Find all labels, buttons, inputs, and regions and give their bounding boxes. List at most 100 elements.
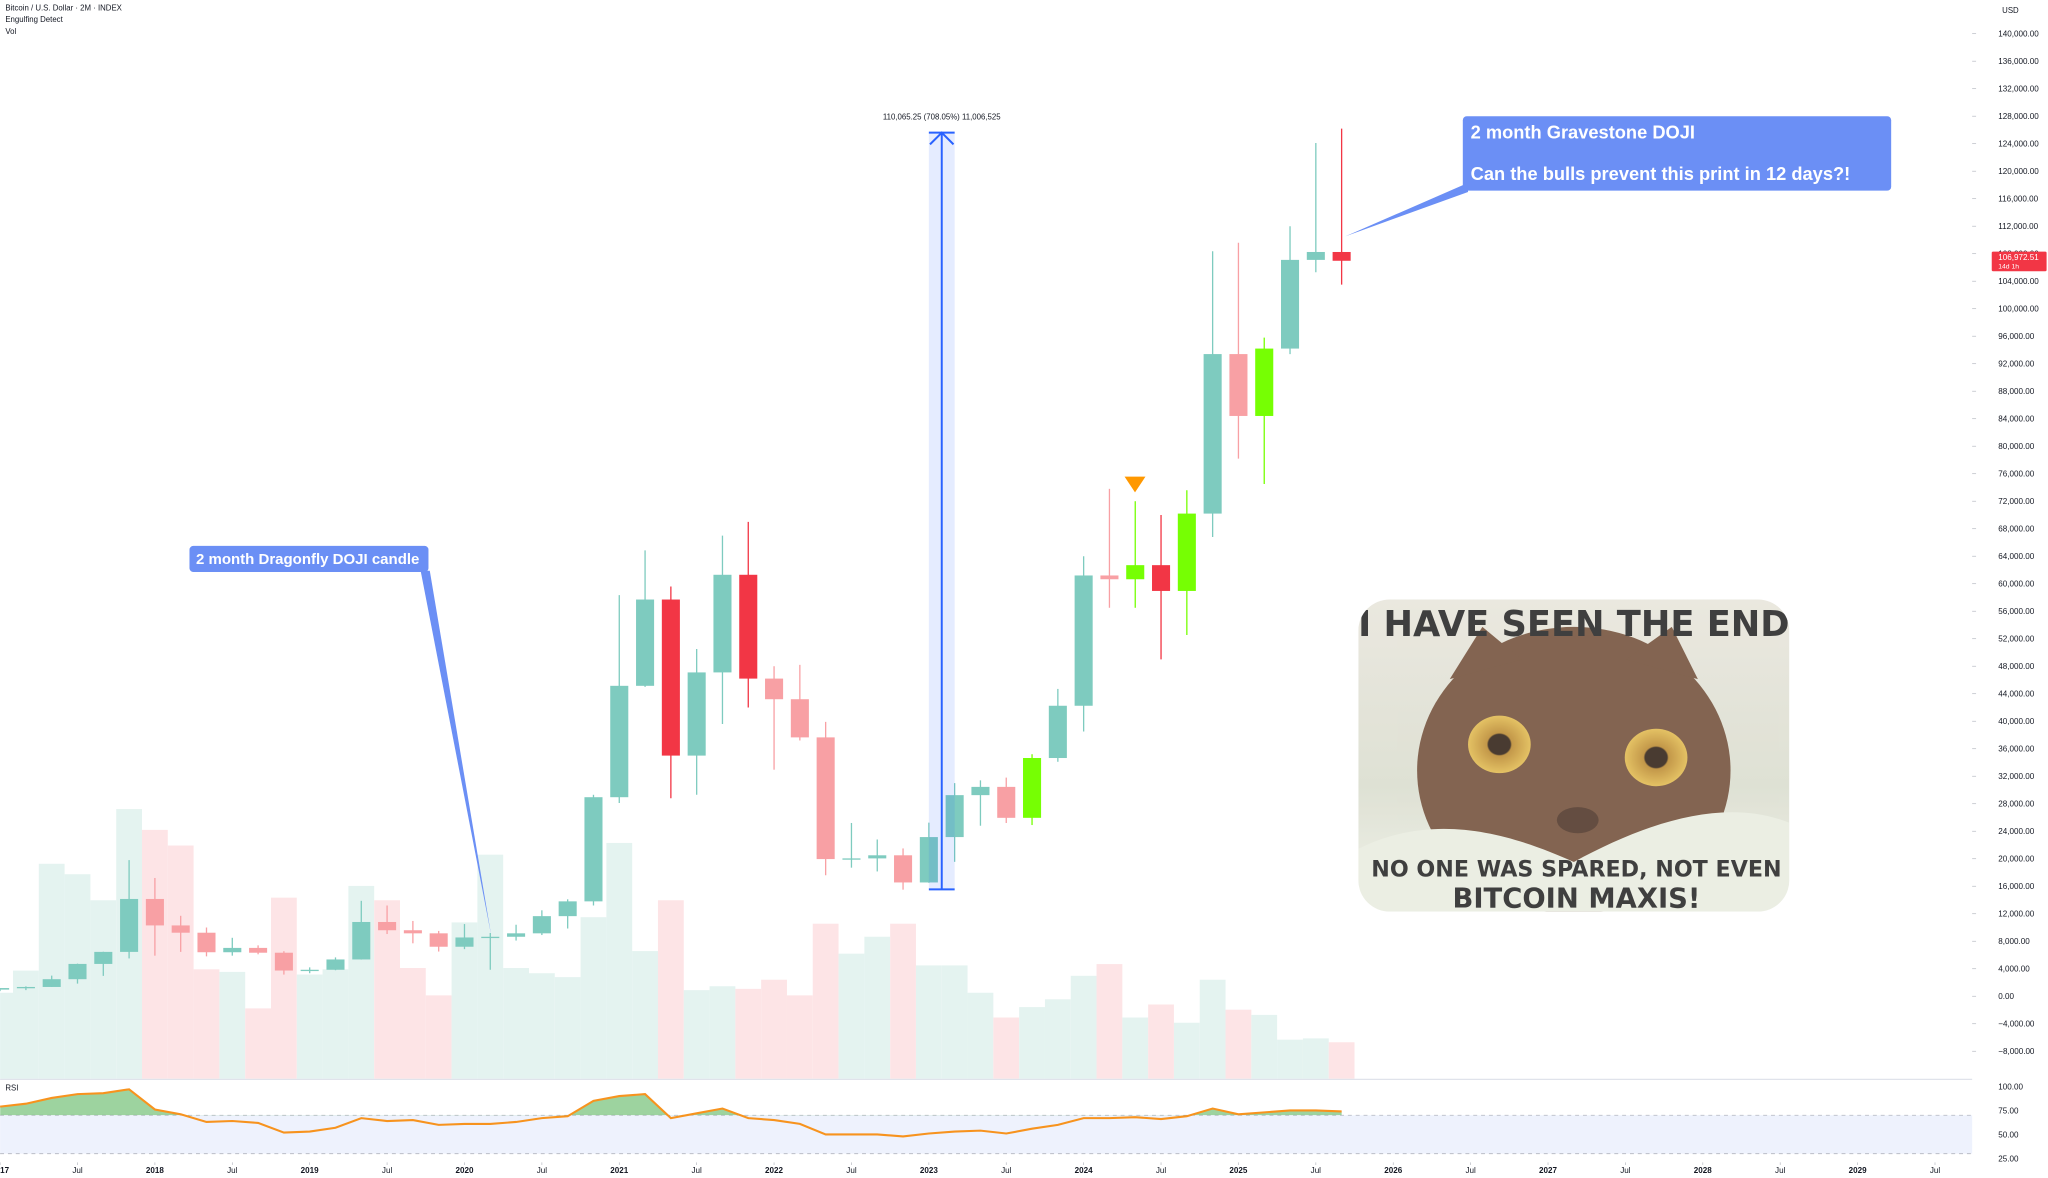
volume-bar	[425, 995, 452, 1079]
y-tick-label: 36,000.00	[1998, 745, 2034, 754]
x-tick-label: 2026	[1384, 1166, 1402, 1175]
candle-body	[1306, 251, 1325, 260]
y-tick-label: 4,000.00	[1998, 965, 2030, 974]
volume-bar	[709, 986, 736, 1079]
x-tick-label: Jul	[72, 1166, 83, 1175]
y-tick-label: 140,000.00	[1998, 30, 2039, 39]
y-tick-label: 44,000.00	[1998, 690, 2034, 699]
meme-caption: BITCOIN MAXIS!	[1452, 884, 1700, 915]
volume-bar	[1070, 975, 1097, 1079]
x-tick-label: 2018	[146, 1166, 164, 1175]
candle-body	[223, 947, 242, 953]
candle-body	[661, 599, 680, 756]
candle-body	[507, 933, 526, 937]
indicator-label: Vol	[5, 27, 16, 36]
volume-bar	[1044, 999, 1071, 1079]
last-price-label: 106,972.51	[1998, 253, 2039, 262]
y-tick-label: 124,000.00	[1998, 140, 2039, 149]
rsi-tick-label: 75.00	[1998, 1106, 2019, 1115]
cat-eye	[1468, 715, 1531, 774]
candle-body	[0, 988, 10, 990]
measure-arrowhead	[929, 131, 955, 146]
volume-bar	[0, 992, 14, 1079]
volume-bar	[193, 969, 220, 1079]
candle-body	[919, 837, 938, 883]
volume-bar	[890, 923, 916, 1079]
volume-bar	[606, 842, 633, 1079]
candle-body	[584, 797, 603, 902]
volume-bar	[270, 897, 297, 1079]
candle-body	[429, 933, 448, 947]
x-tick-label: Jul	[1311, 1166, 1322, 1175]
x-tick-label: Jul	[537, 1166, 548, 1175]
volume-bar	[761, 979, 787, 1079]
x-tick-label: 2019	[301, 1166, 319, 1175]
meme-image: I HAVE SEEN THE END NO ONE WAS SPARED, N…	[1358, 599, 1790, 915]
volume-bar	[812, 923, 839, 1079]
meme-caption: I HAVE SEEN THE END	[1358, 604, 1789, 645]
y-tick-label: 96,000.00	[1998, 332, 2034, 341]
candle-body	[842, 858, 861, 860]
currency-label: USD	[2002, 6, 2019, 15]
cat-ear	[1449, 626, 1522, 680]
volume-bar	[632, 951, 658, 1079]
countdown-label: 14d 1h	[1998, 264, 2019, 271]
volume-bar	[245, 1008, 271, 1079]
candle-body	[300, 969, 319, 972]
candle-body	[636, 599, 655, 686]
y-tick-label: 76,000.00	[1998, 470, 2034, 479]
volume-bar	[1251, 1014, 1278, 1079]
callout-pointer	[420, 570, 492, 936]
candle-body	[455, 937, 474, 947]
candle-body	[16, 986, 35, 989]
candle-body	[171, 925, 190, 933]
blanket	[1358, 812, 1790, 912]
volume-bar	[1019, 1007, 1045, 1079]
candle-body	[42, 979, 61, 987]
callout-pointer	[1345, 182, 1469, 237]
x-tick-label: 2029	[1849, 1166, 1867, 1175]
x-tick-label: 2020	[455, 1166, 473, 1175]
volume-bar	[528, 973, 555, 1079]
y-tick-label: 136,000.00	[1998, 57, 2039, 66]
candle-body	[532, 916, 551, 934]
y-tick-label: 52,000.00	[1998, 635, 2034, 644]
rsi-overbought-fill	[0, 1089, 1342, 1116]
volume-bar	[322, 969, 349, 1079]
candle-body	[68, 963, 87, 980]
x-tick-label: 2027	[1539, 1166, 1557, 1175]
rsi-pane	[0, 1088, 1973, 1155]
volume-bar	[941, 965, 968, 1079]
cat-ear	[1626, 626, 1698, 680]
candle-body	[145, 898, 164, 926]
x-tick-label: 2028	[1694, 1166, 1712, 1175]
candle-body	[481, 936, 500, 939]
candle-body	[713, 574, 732, 673]
volume-bar	[1173, 1022, 1200, 1079]
x-tick-label: 2023	[920, 1166, 938, 1175]
axes: 140,000.00 136,000.00 132,000.00 128,000.00…	[0, 30, 2047, 1175]
volume-bar	[399, 968, 426, 1079]
rsi-tick-label: 50.00	[1998, 1130, 2019, 1139]
y-tick-label: 64,000.00	[1998, 552, 2034, 561]
y-tick-label: 48,000.00	[1998, 662, 2034, 671]
volume-bar	[993, 1017, 1020, 1079]
candle-body	[997, 786, 1016, 818]
candle-body	[739, 574, 758, 679]
volume-bar	[1096, 964, 1123, 1079]
candle-body	[1023, 758, 1042, 818]
x-tick-label: Jul	[1775, 1166, 1786, 1175]
candle-body	[971, 786, 990, 796]
volume-bar	[1122, 1017, 1149, 1079]
x-tick-label: 2024	[1075, 1166, 1093, 1175]
rsi-band	[0, 1115, 1973, 1154]
y-tick-label: 120,000.00	[1998, 167, 2039, 176]
y-tick-label: 132,000.00	[1998, 85, 2039, 94]
callout-box	[189, 545, 429, 573]
x-tick-label: Jul	[1620, 1166, 1631, 1175]
candle-body	[790, 699, 809, 738]
y-tick-label: 32,000.00	[1998, 772, 2034, 781]
last-price-box	[1991, 251, 2047, 272]
candle-body	[1332, 251, 1351, 261]
volume-bar	[915, 965, 942, 1079]
